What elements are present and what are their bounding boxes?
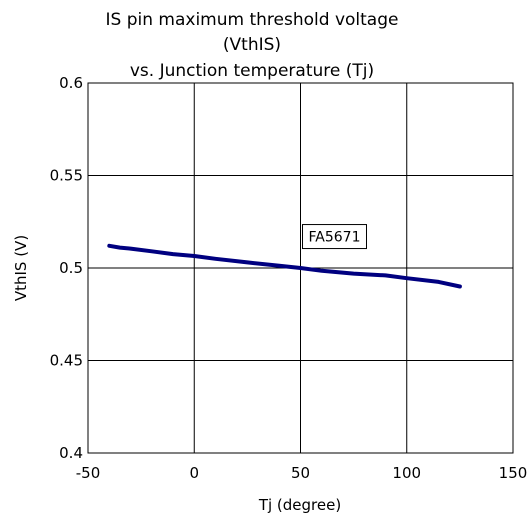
y-tick-label: 0.6: [59, 74, 83, 92]
series-annotation-box: [302, 224, 367, 250]
x-tick-labels: -50 0 50 100 150: [76, 464, 528, 482]
x-tick-label: 0: [189, 464, 199, 482]
y-tick-label: 0.45: [50, 352, 83, 370]
series: [107, 243, 462, 289]
series-annotation-label: FA5671: [309, 230, 361, 246]
series-line: [107, 243, 462, 289]
y-tick-label: 0.5: [59, 259, 83, 277]
chart-title-line-2: (VthIS): [223, 35, 281, 55]
y-tick-label: 0.55: [50, 167, 83, 185]
y-tick-labels: 0.4 0.45 0.5 0.55 0.6: [50, 74, 83, 462]
x-tick-label: 50: [291, 464, 310, 482]
x-tick-label: 150: [499, 464, 528, 482]
plot-area: [87, 82, 514, 454]
chart-title-line-1: IS pin maximum threshold voltage: [106, 10, 399, 30]
y-tick-label: 0.4: [59, 444, 83, 462]
y-axis-label: VthIS (V): [12, 235, 30, 301]
x-tick-label: -50: [76, 464, 101, 482]
x-axis-label: Tj (degree): [258, 496, 341, 514]
chart-title-line-3: vs. Junction temperature (Tj): [130, 61, 374, 81]
x-tick-label: 100: [392, 464, 421, 482]
